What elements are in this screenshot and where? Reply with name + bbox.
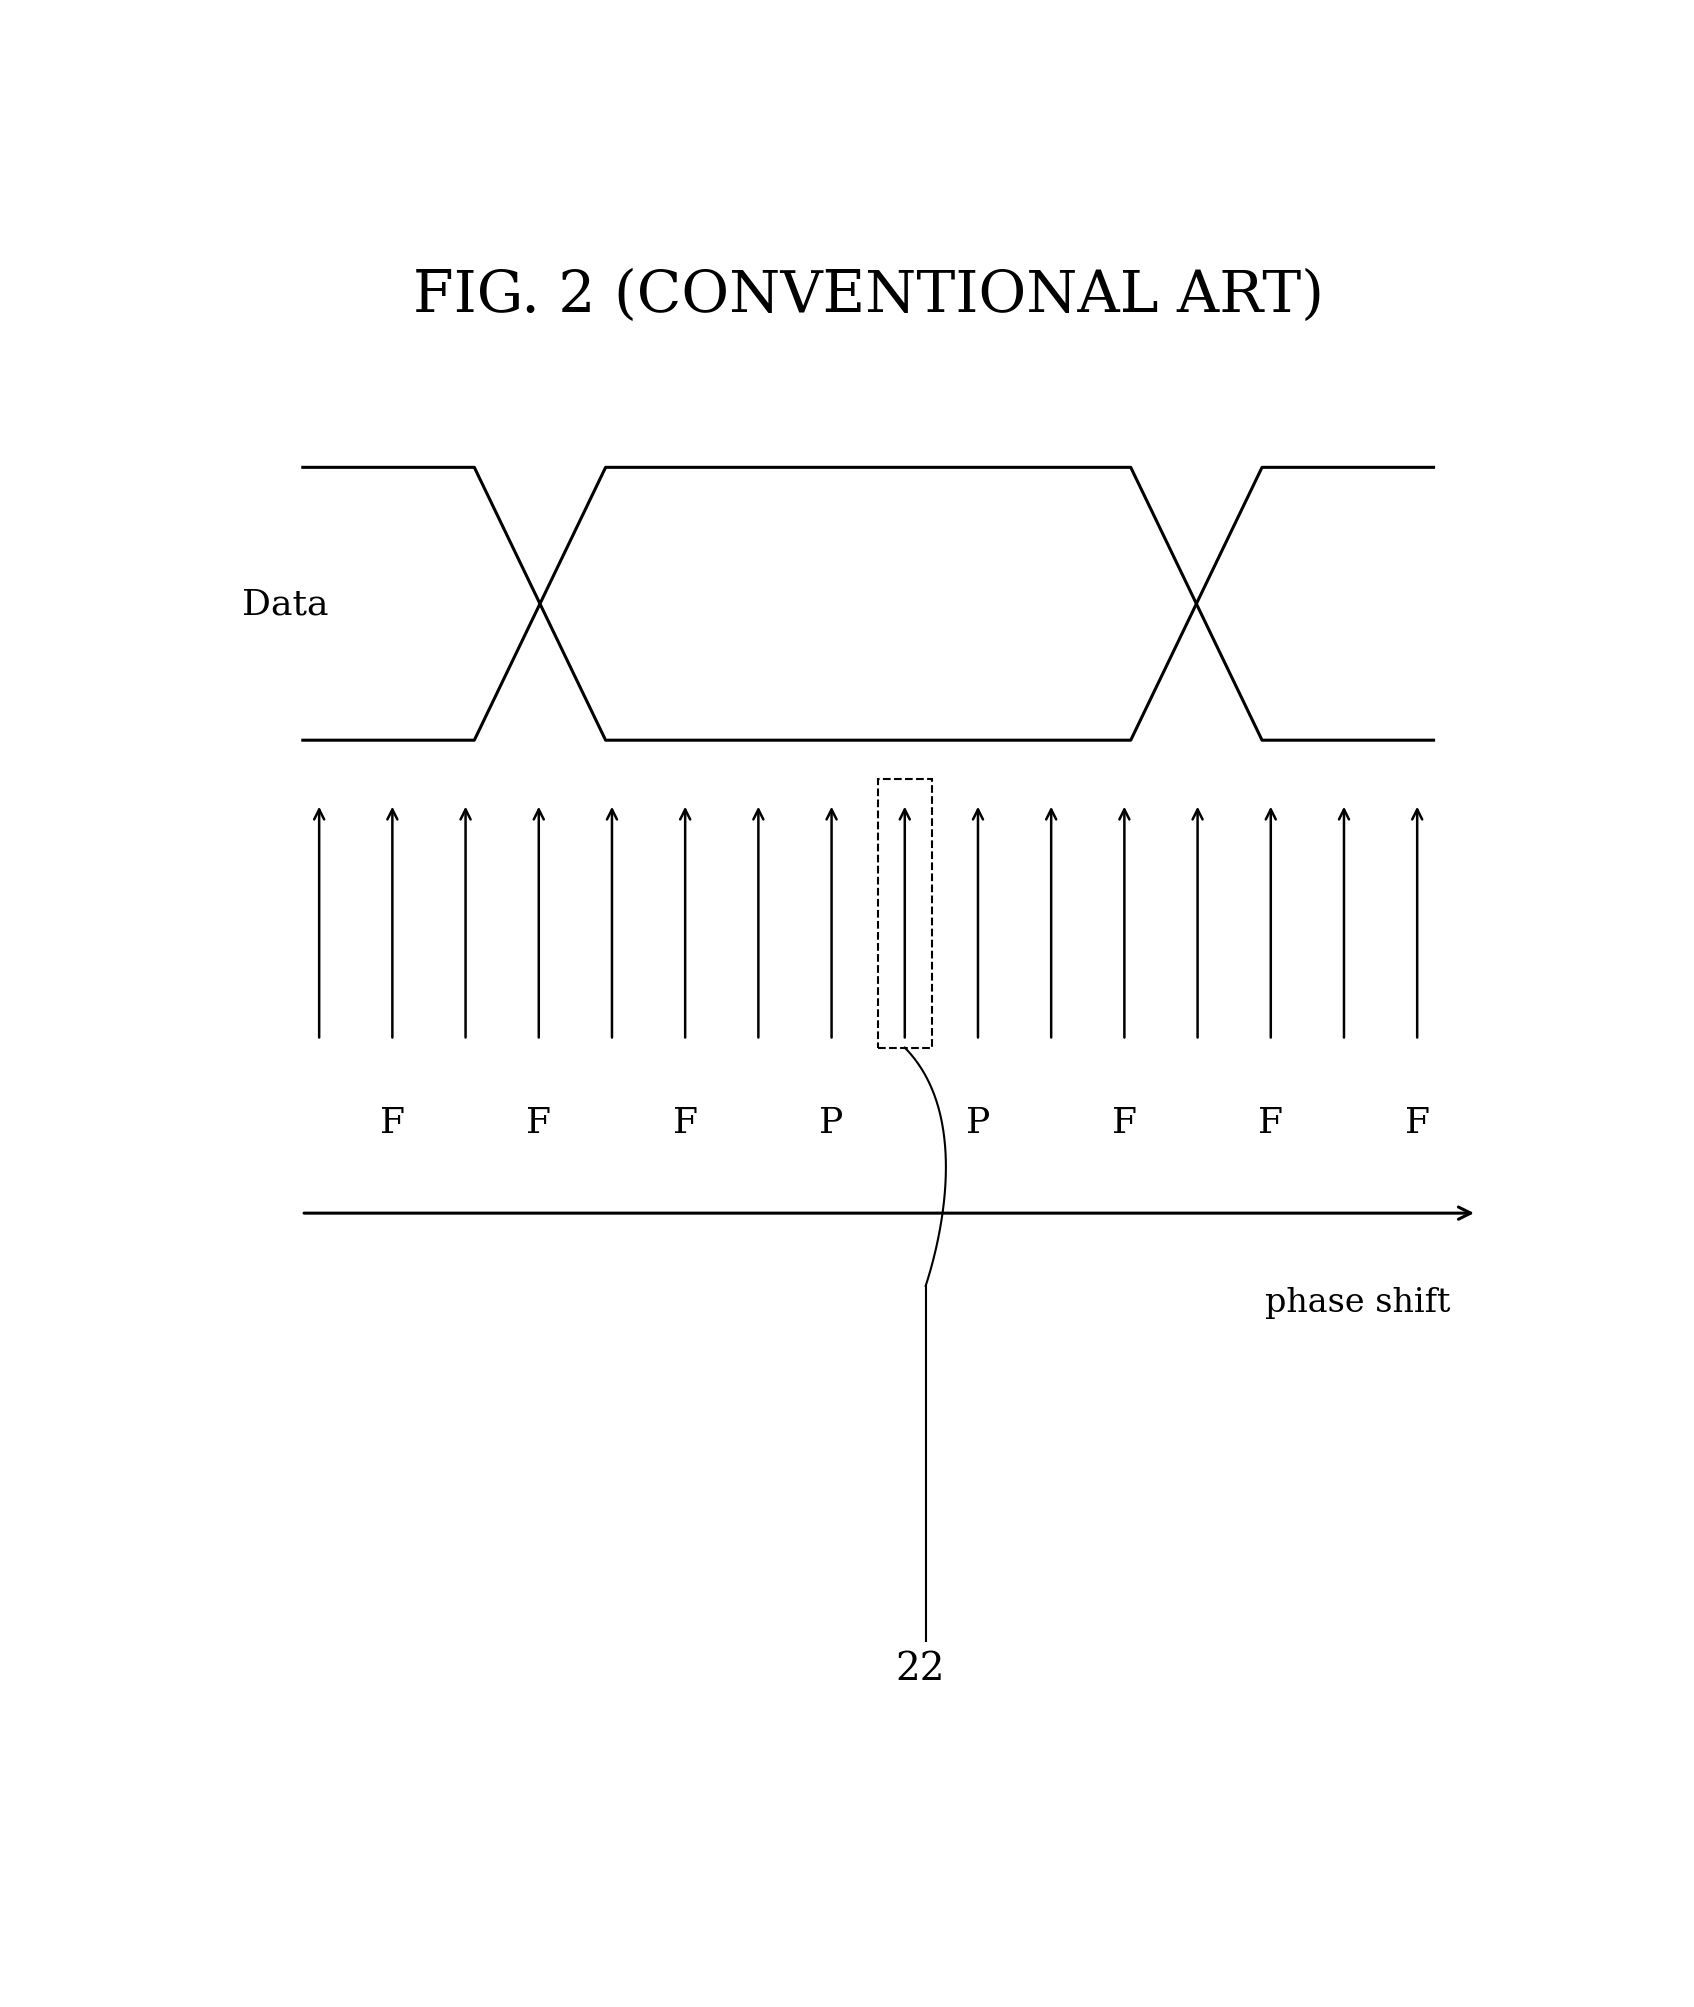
Text: P: P (820, 1106, 844, 1140)
Text: F: F (527, 1106, 551, 1140)
Bar (877, 781, 932, 1048)
Text: F: F (379, 1106, 405, 1140)
Text: F: F (673, 1106, 698, 1140)
Text: F: F (1404, 1106, 1430, 1140)
Text: F: F (1111, 1106, 1137, 1140)
Text: 22: 22 (894, 1650, 945, 1686)
Text: F: F (1259, 1106, 1284, 1140)
Text: P: P (966, 1106, 989, 1140)
Text: phase shift: phase shift (1265, 1286, 1450, 1319)
Text: FIG. 2 (CONVENTIONAL ART): FIG. 2 (CONVENTIONAL ART) (413, 269, 1323, 323)
Text: Data: Data (242, 588, 329, 622)
